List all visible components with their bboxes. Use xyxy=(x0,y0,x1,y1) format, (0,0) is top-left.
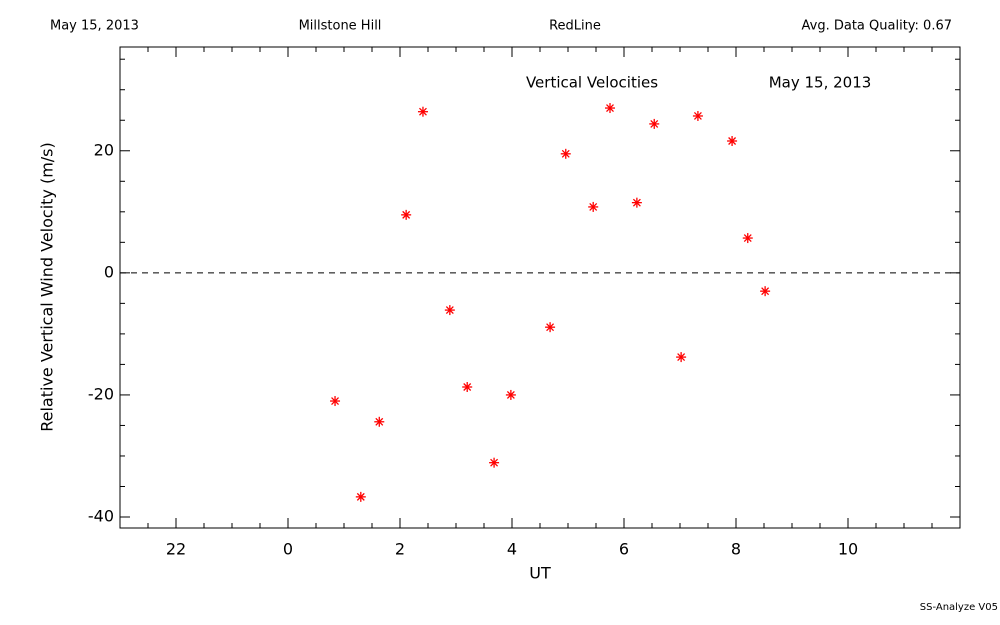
point xyxy=(649,118,660,129)
point xyxy=(560,148,571,159)
point xyxy=(444,305,455,316)
point-stroke xyxy=(693,112,702,120)
y-tick-label: -40 xyxy=(88,507,114,526)
plot-frame xyxy=(119,46,961,529)
x-tick-label: 6 xyxy=(619,540,629,559)
x-tick-label: 10 xyxy=(838,540,858,559)
point-stroke xyxy=(463,383,472,391)
y-tick-label: 0 xyxy=(104,262,114,281)
point-stroke xyxy=(761,287,770,296)
point xyxy=(588,201,599,212)
header-quality: Avg. Data Quality: 0.67 xyxy=(802,19,952,34)
point-stroke xyxy=(589,202,598,211)
point-stroke xyxy=(606,104,614,113)
point xyxy=(401,209,412,220)
point-stroke xyxy=(728,137,737,145)
point-stroke xyxy=(445,306,454,315)
point xyxy=(505,389,516,400)
x-tick-label: 4 xyxy=(507,540,517,559)
point-stroke xyxy=(743,234,752,243)
point-stroke xyxy=(419,107,427,116)
point xyxy=(727,136,738,147)
point-stroke xyxy=(650,119,659,128)
point xyxy=(760,286,771,297)
y-axis-label: Relative Vertical Wind Velocity (m/s) xyxy=(38,142,57,432)
point-stroke xyxy=(546,323,555,332)
point-stroke xyxy=(375,417,384,426)
x-tick-label: 2 xyxy=(395,540,405,559)
header-site: Millstone Hill xyxy=(299,19,382,34)
point xyxy=(692,110,703,121)
point-stroke xyxy=(402,210,411,219)
point xyxy=(330,396,341,407)
point xyxy=(605,103,615,114)
point xyxy=(676,352,687,363)
point xyxy=(631,197,642,208)
point xyxy=(462,381,473,392)
x-axis-label: UT xyxy=(529,564,551,583)
y-tick-label: -20 xyxy=(88,384,114,403)
point xyxy=(417,106,428,117)
point-stroke xyxy=(490,458,499,467)
x-tick-label: 0 xyxy=(283,540,293,559)
point xyxy=(742,233,753,244)
footer: SS-Analyze V05 xyxy=(920,602,998,613)
x-tick-label: 22 xyxy=(166,540,186,559)
point-stroke xyxy=(331,397,339,405)
y-tick-label: 20 xyxy=(94,140,114,159)
point-stroke xyxy=(677,353,686,362)
point-stroke xyxy=(561,149,570,158)
header-instrument: RedLine xyxy=(549,19,601,34)
point-stroke xyxy=(506,390,515,399)
point xyxy=(489,457,500,468)
point xyxy=(374,416,385,427)
point-stroke xyxy=(356,492,365,501)
point-stroke xyxy=(632,198,641,207)
chart-title: Vertical Velocities xyxy=(526,74,658,92)
point xyxy=(545,322,556,333)
x-tick-label: 8 xyxy=(731,540,741,559)
chart-date: May 15, 2013 xyxy=(769,74,872,92)
header-date: May 15, 2013 xyxy=(50,19,139,34)
point xyxy=(355,491,366,502)
